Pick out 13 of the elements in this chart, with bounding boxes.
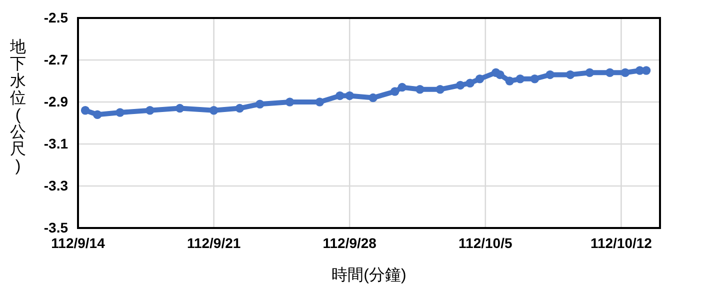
- y-tick-label: -3.3: [44, 177, 68, 194]
- y-tick-label: -3.1: [44, 135, 68, 152]
- x-tick-label: 112/9/14: [51, 234, 106, 251]
- y-axis-title: 地下水位(公尺): [9, 38, 26, 175]
- y-tick-label: -2.9: [44, 93, 68, 110]
- x-axis-title: 時間(分鐘): [332, 266, 406, 284]
- y-tick-label: -2.7: [44, 51, 68, 68]
- y-tick-label: -2.5: [44, 9, 68, 26]
- y-tick-label: -3.5: [44, 219, 68, 236]
- x-tick-label: 112/9/21: [186, 234, 241, 251]
- x-tick-label: 112/10/12: [590, 234, 652, 251]
- x-tick-label: 112/10/5: [458, 234, 512, 251]
- x-tick-label: 112/9/28: [322, 234, 377, 251]
